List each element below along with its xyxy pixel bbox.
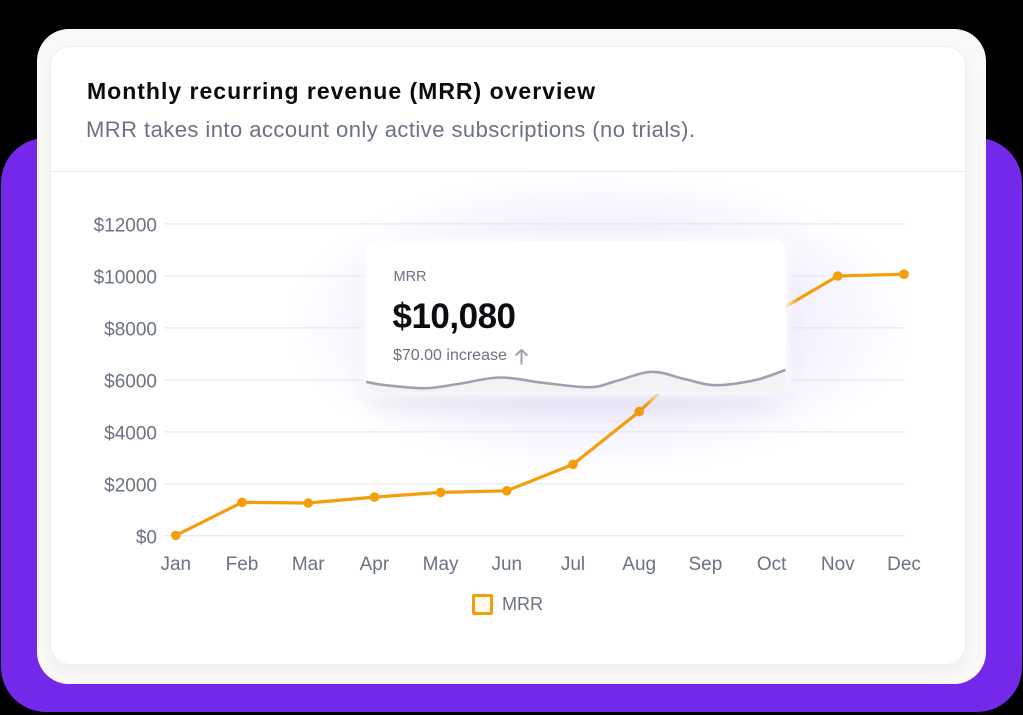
svg-text:$8000: $8000 <box>104 319 157 340</box>
svg-text:$10000: $10000 <box>94 267 157 288</box>
svg-text:$4000: $4000 <box>104 423 157 444</box>
svg-text:Feb: Feb <box>226 554 259 575</box>
svg-text:Jul: Jul <box>561 554 585 575</box>
svg-text:$12000: $12000 <box>94 215 157 236</box>
svg-text:Apr: Apr <box>360 554 390 575</box>
svg-text:Sep: Sep <box>688 554 722 575</box>
svg-text:$0: $0 <box>136 527 157 548</box>
svg-text:$2000: $2000 <box>104 475 157 496</box>
svg-text:Mar: Mar <box>292 554 325 575</box>
svg-text:Dec: Dec <box>887 554 921 575</box>
svg-text:Nov: Nov <box>821 554 855 575</box>
svg-text:Jan: Jan <box>160 554 191 575</box>
svg-text:Jun: Jun <box>491 554 522 575</box>
svg-text:Aug: Aug <box>622 554 656 575</box>
svg-text:May: May <box>423 554 459 575</box>
svg-text:$6000: $6000 <box>104 371 157 392</box>
svg-text:Oct: Oct <box>757 554 787 575</box>
